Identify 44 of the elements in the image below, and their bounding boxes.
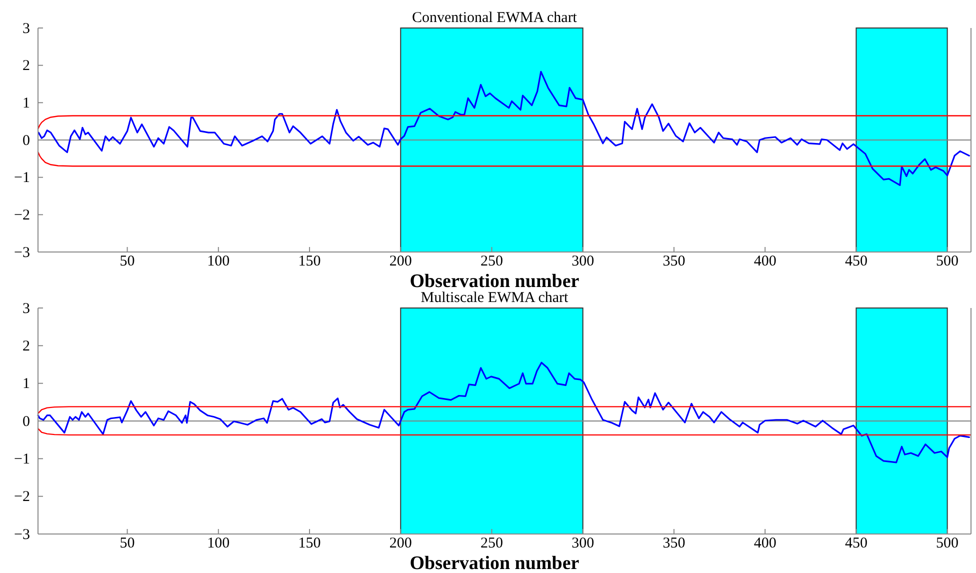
line-series (38, 70, 970, 186)
x-tick-label: 350 (662, 536, 686, 552)
y-tick-label: −3 (14, 244, 30, 261)
x-tick-label: 150 (298, 254, 321, 270)
line-series (37, 406, 972, 414)
y-tick-label: 1 (22, 376, 30, 392)
x-tick-label: 450 (844, 536, 868, 552)
x-tick-label: 300 (572, 254, 594, 270)
y-tick-label: 3 (22, 20, 30, 37)
y-tick-label: 3 (22, 300, 30, 317)
y-tick-label: −2 (14, 207, 30, 224)
y-tick-label: −3 (14, 526, 30, 543)
x-tick-label: 150 (298, 536, 321, 552)
y-tick-label: 1 (22, 95, 30, 112)
x-tick-label: 200 (389, 254, 412, 270)
x-tick-label: 500 (936, 536, 959, 552)
x-tick-label: 50 (120, 536, 135, 552)
chart-title: Multiscale EWMA chart (420, 290, 570, 306)
x-tick-label: 100 (207, 254, 230, 270)
x-tick-label: 50 (120, 254, 135, 270)
y-tick-label: 0 (22, 414, 30, 430)
x-tick-label: 350 (662, 254, 686, 270)
line-series (37, 115, 972, 130)
x-tick-label: 250 (480, 254, 503, 270)
x-tick-label: 100 (207, 536, 230, 552)
x-tick-label: 500 (936, 254, 959, 270)
y-tick-label: 2 (22, 58, 30, 74)
y-tick-label: 0 (22, 132, 30, 149)
x-axis-title: Observation number (410, 271, 580, 292)
y-tick-label: −1 (14, 170, 30, 186)
x-axis-title: Observation number (410, 553, 580, 573)
y-tick-label: −1 (14, 451, 30, 468)
line-series (37, 151, 972, 167)
x-tick-label: 300 (572, 536, 594, 552)
y-tick-label: 2 (22, 338, 30, 354)
x-tick-label: 250 (480, 536, 503, 552)
x-tick-label: 450 (844, 254, 868, 270)
line-series (37, 362, 970, 464)
y-tick-label: −2 (14, 489, 30, 506)
chart-title: Conventional EWMA chart (412, 10, 578, 26)
x-tick-label: 400 (754, 254, 776, 270)
x-tick-label: 400 (754, 536, 776, 552)
x-tick-label: 200 (389, 536, 412, 552)
line-series (37, 428, 972, 436)
